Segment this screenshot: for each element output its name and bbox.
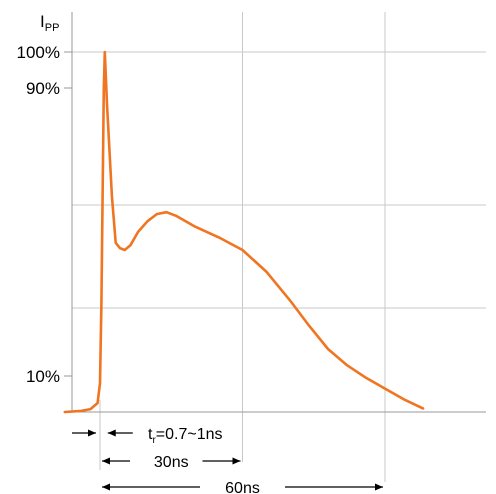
grid-lines	[72, 12, 486, 482]
waveform-line	[63, 50, 425, 414]
series-layer	[63, 50, 425, 414]
t30-arrow-right-head	[232, 457, 241, 465]
t30-arrow-left-head	[102, 457, 110, 465]
y-axis-label: IPP	[40, 12, 59, 34]
rise-time-label: tr=0.7~1ns	[148, 426, 223, 446]
rise-arrow-left-head	[88, 429, 96, 437]
y-tick-labels: 100% 90% 10%	[17, 43, 72, 386]
y-tick-label: 10%	[26, 367, 60, 386]
t60-arrow-left-head	[102, 483, 110, 491]
y-tick-label: 90%	[26, 79, 60, 98]
rise-arrow-right-head	[107, 429, 116, 437]
annotations: tr=0.7~1ns 30ns 60ns	[72, 426, 383, 494]
axes: IPP	[40, 12, 486, 413]
y-tick-label: 100%	[17, 43, 60, 62]
t30-label: 30ns	[154, 454, 189, 471]
t60-arrow-right-head	[375, 483, 383, 491]
t60-label: 60ns	[225, 480, 260, 494]
